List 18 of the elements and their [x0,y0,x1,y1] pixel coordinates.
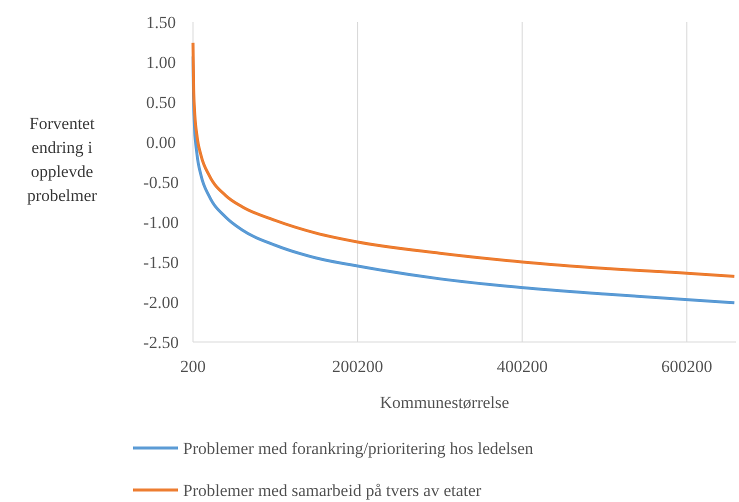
x-tick-label: 200200 [332,357,384,376]
legend-label: Problemer med forankring/prioritering hos ledelsen [183,438,534,458]
x-tick-label: 600200 [661,357,712,376]
line-series [192,41,736,278]
y-axis-title: Forventet endring i opplevde probelmer [27,114,98,205]
y-tick-label: -2.00 [143,292,179,312]
x-tick-label: 200 [180,357,206,376]
y-tick-label: 1.00 [146,52,176,72]
y-tick-label: -1.00 [143,212,179,232]
y-tick-label: 0.50 [146,92,176,112]
y-tick-label: -1.50 [143,252,179,272]
y-tick-label: -2.50 [143,332,179,352]
y-tick-label: 0.00 [146,132,176,152]
y-tick-label: 1.50 [146,12,176,32]
x-tick-label: 400200 [496,357,548,376]
y-tick-label: -0.50 [143,172,179,192]
legend-label: Problemer med samarbeid på tvers av etater [183,480,482,500]
x-axis-title: Kommunestørrelse [380,393,510,412]
